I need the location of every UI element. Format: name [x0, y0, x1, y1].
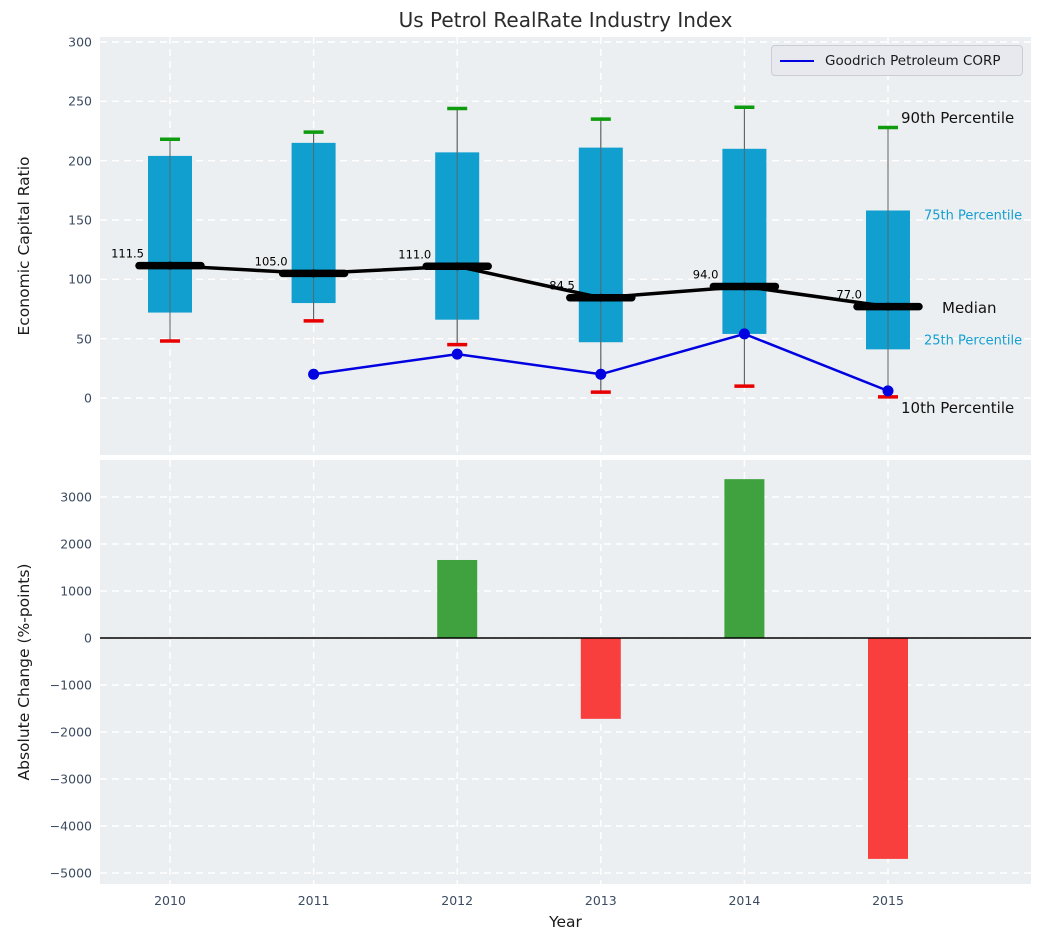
median-value-label-2013: 84.5 — [549, 279, 575, 293]
bottom-y-tick-2000: 2000 — [60, 536, 92, 552]
change-bar-2013 — [580, 638, 621, 719]
top-y-tick-50: 50 — [76, 331, 92, 347]
median-value-label-2011: 105.0 — [255, 254, 288, 268]
legend-box: Goodrich Petroleum CORP — [771, 45, 1023, 76]
x-tick-2010: 2010 — [154, 893, 186, 908]
bar-chart — [100, 460, 1031, 884]
bottom-y-tick-0: 0 — [84, 630, 92, 646]
bottom-y-axis-label: Absolute Change (%-points) — [15, 563, 33, 781]
bottom-y-tick--1000: −1000 — [49, 677, 92, 693]
legend-series-label: Goodrich Petroleum CORP — [825, 52, 1001, 69]
annotation-25th-percentile: 25th Percentile — [924, 333, 1023, 349]
change-bar-2012 — [437, 559, 478, 638]
x-axis-label: Year — [549, 913, 582, 931]
x-tick-2012: 2012 — [441, 893, 474, 908]
annotation-median: Median — [942, 299, 997, 317]
top-y-tick-150: 150 — [68, 212, 92, 228]
change-bar-2014 — [724, 479, 765, 638]
top-y-tick-200: 200 — [68, 153, 92, 169]
chart-title: Us Petrol RealRate Industry Index — [398, 8, 733, 32]
x-tick-2014: 2014 — [728, 893, 761, 908]
x-tick-2015: 2015 — [872, 893, 904, 908]
annotation-90th-percentile: 90th Percentile — [901, 109, 1015, 127]
bottom-y-tick-3000: 3000 — [60, 489, 92, 505]
company-marker-2014 — [738, 328, 750, 340]
median-value-label-2012: 111.0 — [398, 247, 431, 261]
annotation-75th-percentile: 75th Percentile — [924, 208, 1023, 224]
x-tick-2013: 2013 — [584, 893, 617, 908]
legend-line-sample — [780, 59, 814, 62]
top-y-axis-label: Economic Capital Ratio — [15, 156, 33, 336]
bottom-y-tick-1000: 1000 — [60, 583, 92, 599]
top-y-tick-100: 100 — [68, 271, 92, 287]
median-value-label-2010: 111.5 — [111, 247, 144, 261]
median-line — [169, 263, 889, 309]
top-y-tick-0: 0 — [84, 390, 92, 406]
top-y-tick-300: 300 — [68, 34, 92, 50]
company-marker-2011 — [308, 368, 320, 380]
bottom-y-tick--4000: −4000 — [49, 818, 92, 834]
bottom-y-tick--3000: −3000 — [49, 771, 92, 787]
company-marker-2015 — [882, 385, 894, 397]
bottom-y-tick--2000: −2000 — [49, 724, 92, 740]
median-value-label-2015: 77.0 — [836, 288, 862, 302]
bottom-y-tick--5000: −5000 — [49, 865, 92, 881]
change-bar-2015 — [868, 638, 908, 859]
boxplot-chart: 111.5 105.0 111.0 84.5 94.0 77.0 — [100, 37, 1031, 455]
median-value-label-2014: 94.0 — [693, 267, 719, 281]
top-y-tick-250: 250 — [68, 93, 92, 109]
annotation-10th-percentile: 10th Percentile — [901, 399, 1015, 417]
x-tick-2011: 2011 — [297, 893, 330, 908]
company-marker-2012 — [451, 348, 463, 360]
company-marker-2013 — [595, 368, 607, 380]
